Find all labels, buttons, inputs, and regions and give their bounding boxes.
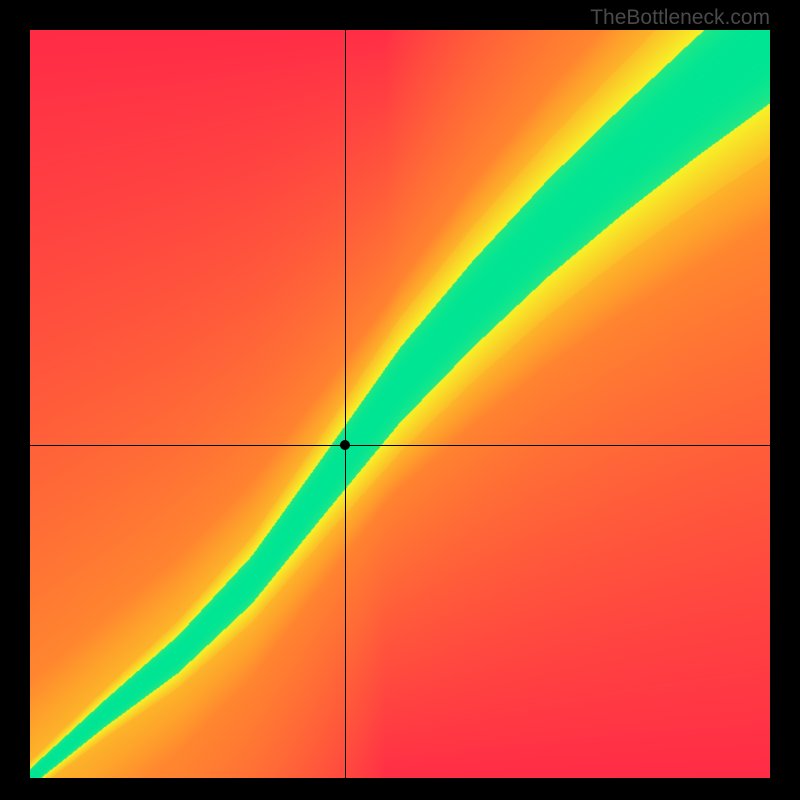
crosshair-horizontal [30,445,770,446]
heatmap-plot [30,30,770,778]
marker-dot [340,440,350,450]
watermark-text: TheBottleneck.com [590,6,770,30]
crosshair-vertical [345,30,346,778]
heatmap-canvas [30,30,770,778]
